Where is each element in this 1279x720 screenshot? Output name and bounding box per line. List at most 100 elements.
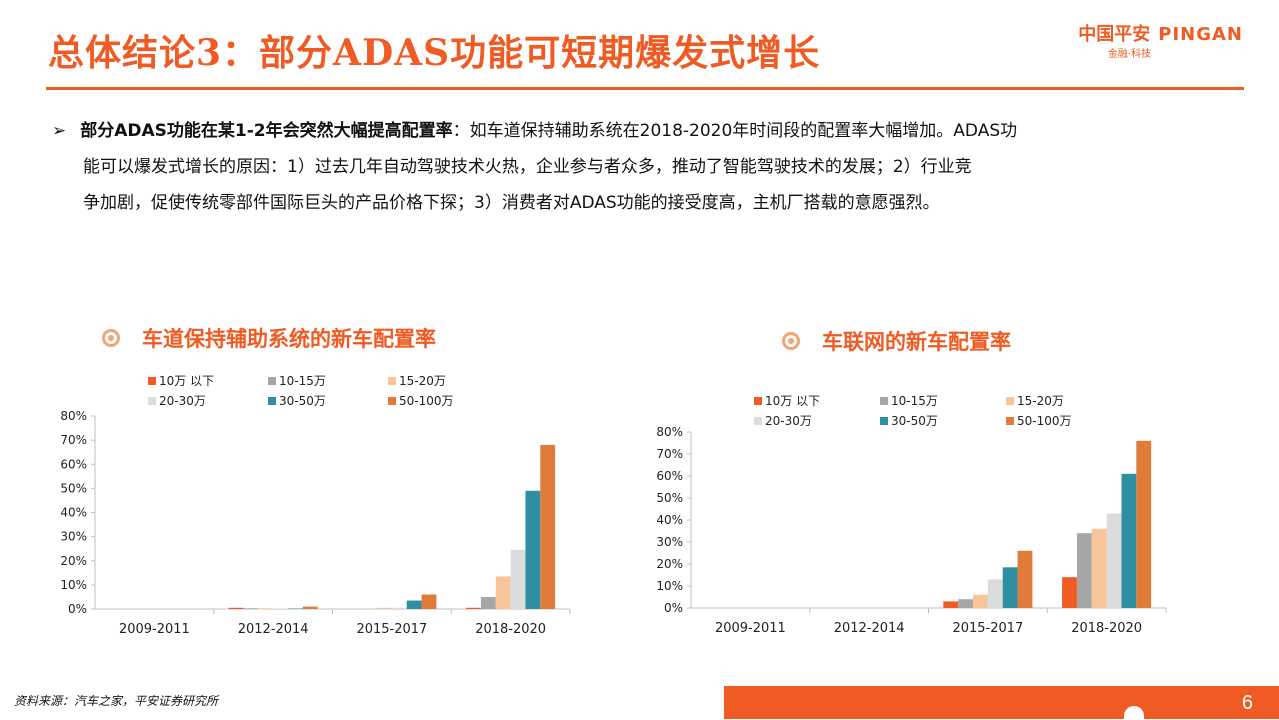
y-tick-label: 0% bbox=[664, 601, 683, 615]
bullet-arrow-icon: ➢ bbox=[52, 121, 66, 141]
legend-label: 50-100万 bbox=[399, 394, 454, 408]
y-tick-label: 30% bbox=[60, 530, 87, 544]
y-tick-label: 60% bbox=[60, 457, 87, 471]
left-chart-title: 车道保持辅助系统的新车配置率 bbox=[142, 323, 436, 353]
bullet-text-1: ：如车道保持辅助系统在2018-2020年时间段的配置率大幅增加。ADAS功 bbox=[453, 121, 1018, 141]
logo-wordmark: 中国平安 PINGAN bbox=[1078, 20, 1243, 46]
legend-label: 30-50万 bbox=[279, 394, 326, 408]
legend-swatch bbox=[1006, 417, 1014, 425]
legend-label: 10-15万 bbox=[279, 374, 326, 388]
bar bbox=[540, 445, 555, 609]
left-chart-heading: 车道保持辅助系统的新车配置率 bbox=[102, 323, 436, 353]
bullet-text-3: 争加剧，促使传统零部件国际巨头的产品价格下探；3）消费者对ADAS功能的接受度高… bbox=[52, 185, 1202, 221]
bar bbox=[511, 550, 526, 609]
y-tick-label: 40% bbox=[60, 506, 87, 520]
bar bbox=[496, 576, 511, 609]
legend-label: 15-20万 bbox=[1017, 394, 1064, 408]
legend-label: 15-20万 bbox=[399, 374, 446, 388]
legend-swatch bbox=[148, 397, 156, 405]
footer-logo-icon bbox=[1124, 706, 1144, 720]
x-tick-label: 2012-2014 bbox=[834, 621, 905, 636]
legend-swatch bbox=[388, 377, 396, 385]
x-tick-label: 2009-2011 bbox=[119, 622, 190, 637]
y-tick-label: 80% bbox=[60, 409, 87, 423]
bullet-text-2: 能可以爆发式增长的原因：1）过去几年自动驾驶技术火热，企业参与者众多，推动了智能… bbox=[52, 149, 1202, 185]
y-tick-label: 30% bbox=[656, 535, 683, 549]
y-tick-label: 10% bbox=[656, 579, 683, 593]
bar bbox=[1121, 474, 1136, 608]
bar bbox=[1136, 441, 1151, 608]
x-tick-label: 2012-2014 bbox=[238, 622, 309, 637]
legend-swatch bbox=[880, 397, 888, 405]
y-tick-label: 10% bbox=[60, 578, 87, 592]
bullet-lead: 部分ADAS功能在某1-2年会突然大幅提高配置率 bbox=[80, 121, 452, 141]
lane-keeping-chart: 10万 以下 10-15万 15-20万 20-30万 30-50万 50-100万 0% 1… bbox=[40, 362, 580, 652]
y-tick-label: 60% bbox=[656, 469, 683, 483]
logo-tagline: 金融·科技 bbox=[1108, 45, 1151, 60]
x-tick-label: 2015-2017 bbox=[356, 622, 427, 637]
connected-car-chart: 10万 以下 10-15万 15-20万 20-30万 30-50万 50-100万 0% 1… bbox=[640, 384, 1180, 652]
legend-label: 20-30万 bbox=[765, 414, 812, 428]
x-tick-label: 2009-2011 bbox=[715, 621, 786, 636]
bar bbox=[1107, 513, 1122, 608]
y-tick-label: 20% bbox=[656, 557, 683, 571]
circle-bullet-icon bbox=[782, 332, 800, 350]
bar bbox=[466, 608, 481, 609]
bar bbox=[958, 599, 973, 608]
y-tick-label: 50% bbox=[656, 491, 683, 505]
bar bbox=[243, 608, 258, 609]
legend-label: 10万 以下 bbox=[765, 394, 820, 408]
page-number: 6 bbox=[1242, 692, 1253, 715]
y-tick-label: 50% bbox=[60, 481, 87, 495]
bar bbox=[422, 595, 437, 609]
y-tick-label: 70% bbox=[656, 447, 683, 461]
legend-swatch bbox=[754, 417, 762, 425]
y-tick-label: 80% bbox=[656, 425, 683, 439]
logo-en: PINGAN bbox=[1158, 24, 1243, 45]
bar bbox=[407, 601, 422, 609]
bar bbox=[377, 608, 392, 609]
bar bbox=[1062, 577, 1077, 608]
legend-label: 20-30万 bbox=[159, 394, 206, 408]
right-chart-title: 车联网的新车配置率 bbox=[822, 326, 1011, 356]
logo-cn: 中国平安 bbox=[1078, 24, 1150, 45]
y-tick-label: 20% bbox=[60, 554, 87, 568]
bar bbox=[1077, 533, 1092, 608]
legend-swatch bbox=[388, 397, 396, 405]
bar bbox=[481, 597, 496, 609]
legend-swatch bbox=[1006, 397, 1014, 405]
legend-label: 10-15万 bbox=[891, 394, 938, 408]
y-tick-label: 70% bbox=[60, 433, 87, 447]
legend-swatch bbox=[268, 377, 276, 385]
source-note: 资料来源：汽车之家，平安证券研究所 bbox=[14, 692, 218, 709]
y-tick-label: 0% bbox=[68, 602, 87, 616]
right-chart-heading: 车联网的新车配置率 bbox=[782, 326, 1011, 356]
legend-label: 30-50万 bbox=[891, 414, 938, 428]
x-tick-label: 2018-2020 bbox=[1071, 621, 1142, 636]
bar bbox=[1092, 529, 1107, 608]
x-tick-label: 2015-2017 bbox=[952, 621, 1023, 636]
bar bbox=[392, 608, 407, 609]
legend-swatch bbox=[880, 417, 888, 425]
legend-label: 50-100万 bbox=[1017, 414, 1072, 428]
circle-bullet-icon bbox=[102, 329, 120, 347]
page-title: 总体结论3：部分ADAS功能可短期爆发式增长 bbox=[48, 24, 820, 76]
bar bbox=[258, 608, 273, 609]
bar bbox=[1003, 567, 1018, 608]
bar bbox=[525, 491, 540, 609]
bar bbox=[229, 608, 244, 609]
legend-label: 10万 以下 bbox=[159, 374, 214, 388]
bar bbox=[1018, 551, 1033, 608]
legend-swatch bbox=[754, 397, 762, 405]
footer-bar: 6 bbox=[724, 686, 1279, 719]
header-divider bbox=[46, 87, 1244, 90]
bar bbox=[988, 579, 1003, 608]
bar bbox=[303, 607, 318, 609]
pingan-logo: 中国平安 PINGAN 金融·科技 bbox=[1043, 20, 1243, 64]
legend-swatch bbox=[268, 397, 276, 405]
bar bbox=[973, 595, 988, 608]
legend-swatch bbox=[148, 377, 156, 385]
bullet-paragraph: ➢ 部分ADAS功能在某1-2年会突然大幅提高配置率：如车道保持辅助系统在2018… bbox=[52, 113, 1202, 221]
bar bbox=[943, 601, 958, 608]
y-tick-label: 40% bbox=[656, 513, 683, 527]
